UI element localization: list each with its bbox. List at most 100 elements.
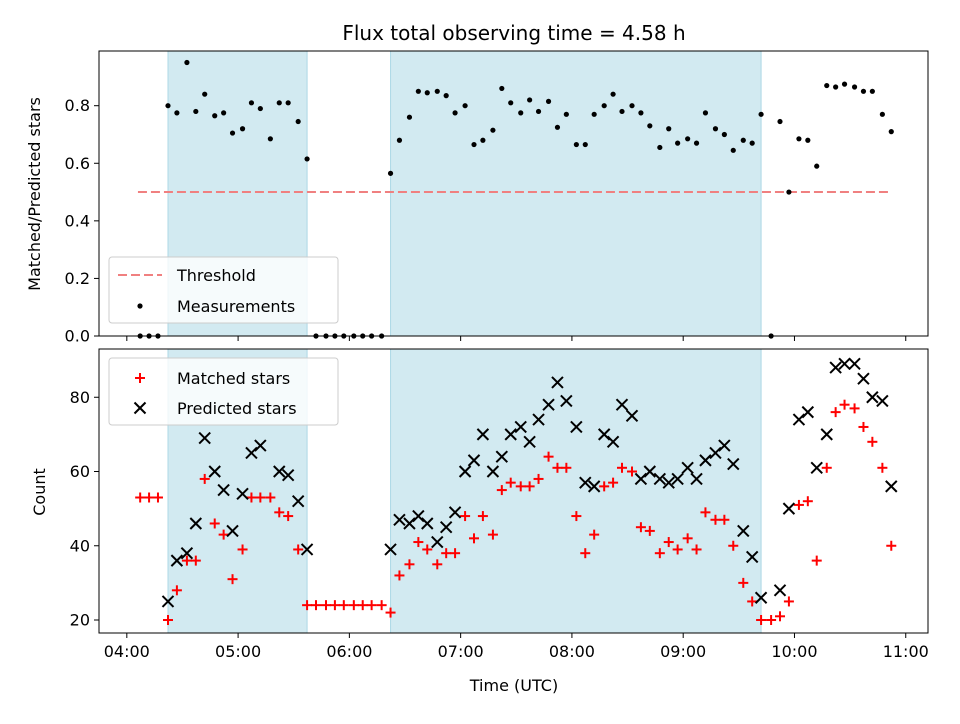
predicted-star-point [876, 394, 889, 408]
matched-star-point [366, 600, 377, 611]
predicted-star-point-stroke [198, 431, 211, 445]
predicted-star-point-stroke [857, 372, 870, 385]
matched-star-point [710, 514, 721, 525]
predicted-star-point [254, 439, 267, 452]
matched-star-point [728, 540, 739, 551]
predicted-star-point [412, 509, 425, 523]
matched-star-point [338, 600, 349, 611]
predicted-star-point-stroke [838, 357, 851, 371]
matched-star-point [663, 537, 674, 548]
predicted-star-point-stroke [737, 524, 750, 538]
measurement-point [666, 126, 672, 132]
top-y-tick-label: 0.2 [65, 269, 90, 288]
matched-star-point [487, 529, 498, 540]
predicted-star-point [570, 420, 583, 434]
predicted-star-point-stroke [495, 450, 509, 463]
matched-star-point [839, 399, 850, 410]
predicted-star-point-stroke [217, 483, 230, 497]
predicted-star-point [801, 405, 815, 419]
measurement-point [518, 110, 524, 116]
predicted-star-point [245, 446, 258, 460]
x-axis-label: Time (UTC) [469, 676, 558, 695]
measurement-point [471, 141, 477, 148]
predicted-star-point [820, 428, 833, 441]
predicted-star-point [189, 517, 203, 530]
predicted-star-point [393, 513, 406, 526]
matched-star-point [747, 596, 758, 607]
matched-star-point [561, 462, 572, 473]
measurement-point [647, 123, 653, 129]
bottom-x-tick-label: 11:00 [883, 642, 929, 661]
matched-star-point [849, 403, 860, 414]
predicted-star-point-stroke [523, 435, 536, 449]
predicted-star-point-stroke [597, 428, 611, 441]
predicted-star-point [217, 483, 230, 497]
bottom-x-tick-label: 06:00 [326, 642, 372, 661]
predicted-star-point [653, 472, 667, 486]
matched-star-point [515, 481, 526, 492]
measurement-point [276, 100, 282, 106]
measurement-point [610, 91, 616, 97]
predicted-star-point [782, 502, 796, 515]
top-panel: 0.0 0.2 0.4 0.6 0.8 Threshold Measurements [65, 50, 929, 346]
predicted-star-point-stroke [384, 543, 397, 556]
predicted-star-point [226, 524, 239, 538]
measurement-point [657, 144, 663, 151]
measurement-point [212, 113, 218, 119]
predicted-star-point [403, 517, 416, 530]
measurement-point [758, 111, 764, 117]
predicted-star-point-stroke [606, 435, 620, 449]
matched-star-point [413, 537, 424, 548]
matched-star-point [830, 407, 841, 418]
measurement-point [490, 127, 496, 133]
measurement-point [396, 137, 403, 143]
bottom-y-tick-label: 20 [70, 611, 90, 630]
predicted-star-point [514, 420, 527, 434]
predicted-star-point [273, 465, 286, 478]
predicted-star-point-stroke [662, 476, 675, 489]
matched-star-point [209, 518, 220, 529]
predicted-star-point-stroke [421, 517, 434, 530]
predicted-star-point-stroke [718, 439, 731, 452]
matched-star-point [886, 540, 897, 551]
measurement-point [740, 137, 746, 143]
predicted-star-point-stroke [551, 376, 564, 389]
measurement-point [554, 124, 561, 130]
predicted-star-point-stroke [754, 591, 768, 604]
predicted-star-point-stroke [273, 465, 286, 478]
matched-star-point [283, 511, 294, 522]
top-y-tick-label: 0.8 [65, 96, 90, 115]
predicted-star-point [681, 461, 694, 475]
top-y-tick-label: 0.0 [65, 327, 90, 346]
matched-star-point [627, 466, 638, 477]
matched-star-point [441, 548, 452, 559]
predicted-star-point-stroke [866, 391, 879, 404]
measurement-point [424, 90, 430, 96]
measurement-point [248, 100, 255, 106]
predicted-star-point-stroke [300, 543, 314, 556]
matched-star-point [505, 477, 516, 488]
matched-star-point [237, 544, 248, 555]
predicted-star-point-stroke [504, 428, 517, 441]
bottom-x-tick-label: 04:00 [104, 642, 150, 661]
predicted-star-point-stroke [634, 472, 648, 486]
matched-star-point [552, 462, 563, 473]
measurement-point [786, 189, 792, 195]
measurement-point [712, 126, 719, 132]
predicted-star-point [236, 487, 249, 500]
matched-star-point [616, 462, 627, 473]
predicted-star-point-stroke [189, 517, 203, 530]
matched-star-point [293, 544, 304, 555]
top-legend-box [108, 256, 339, 324]
matched-star-point [738, 577, 749, 588]
measurement-point [221, 110, 227, 116]
legend-measurements-label: Measurements [177, 297, 295, 316]
predicted-star-point [448, 506, 462, 519]
measurement-point [267, 136, 273, 142]
predicted-star-point [421, 517, 434, 530]
predicted-star-point-stroke [709, 446, 722, 460]
measurement-point [406, 114, 413, 120]
predicted-star-point [587, 480, 601, 493]
predicted-star-point-stroke [653, 472, 667, 486]
predicted-star-point-stroke [486, 465, 500, 478]
